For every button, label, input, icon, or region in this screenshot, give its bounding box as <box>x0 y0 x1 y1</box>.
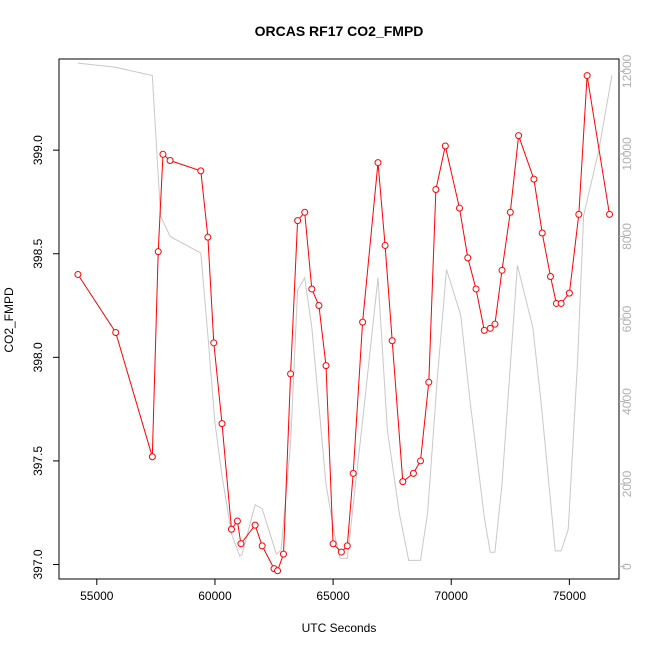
data-point <box>409 469 417 477</box>
data-point <box>480 326 488 334</box>
data-point <box>343 542 351 550</box>
data-point <box>197 167 205 175</box>
data-point <box>359 318 367 326</box>
data-point <box>515 132 523 140</box>
y2-tick-label: 2000 <box>620 470 634 497</box>
data-point <box>329 540 337 548</box>
x-axis-label: UTC Seconds <box>302 621 377 635</box>
data-point <box>159 150 167 158</box>
data-point <box>557 299 565 307</box>
x-tick-label: 55000 <box>80 589 114 603</box>
data-point <box>388 337 396 345</box>
data-point <box>417 457 425 465</box>
data-point <box>279 550 287 558</box>
data-point <box>337 548 345 556</box>
data-point <box>204 233 212 241</box>
data-point <box>233 517 241 525</box>
plot-frame <box>58 58 620 580</box>
x-tick-label: 75000 <box>553 589 587 603</box>
y2-tick-label: 0 <box>620 563 634 570</box>
data-point <box>606 210 614 218</box>
data-point <box>575 210 583 218</box>
data-point <box>498 266 506 274</box>
plot-area: 55000 60000 65000 70000 75000397.0397.5398.0… <box>31 54 634 603</box>
data-point <box>251 521 259 529</box>
y-tick-label: 397.5 <box>31 446 45 476</box>
y-tick-label: 397.0 <box>31 549 45 579</box>
data-point <box>464 254 472 262</box>
chart-title: ORCAS RF17 CO2_FMPD <box>255 23 424 39</box>
data-point <box>166 157 174 165</box>
data-point <box>486 324 494 332</box>
y2-tick-label: 10000 <box>620 137 634 171</box>
data-point <box>237 540 245 548</box>
data-point <box>441 142 449 150</box>
data-point <box>432 186 440 194</box>
y-tick-label: 398.0 <box>31 342 45 372</box>
data-point <box>583 72 591 80</box>
data-point <box>491 320 499 328</box>
data-point <box>308 285 316 293</box>
y-axis-label: CO2_FMPD <box>2 287 16 353</box>
data-point <box>472 285 480 293</box>
data-point <box>218 420 226 428</box>
data-point <box>148 453 156 461</box>
series-line-right-axis <box>77 62 613 561</box>
data-point <box>506 208 514 216</box>
data-point <box>399 478 407 486</box>
y2-tick-label: 4000 <box>620 388 634 415</box>
data-point <box>315 302 323 310</box>
data-point <box>546 273 554 281</box>
y2-tick-label: 6000 <box>620 305 634 332</box>
data-point <box>274 567 282 575</box>
data-point <box>456 204 464 212</box>
data-point <box>294 217 302 225</box>
data-point <box>210 339 218 347</box>
x-tick-label: 60000 <box>198 589 232 603</box>
data-point <box>154 248 162 256</box>
data-point <box>258 542 266 550</box>
x-tick-label: 70000 <box>435 589 469 603</box>
series-line-co2 <box>77 75 610 572</box>
y-tick-label: 399.0 <box>31 135 45 165</box>
data-point <box>112 328 120 336</box>
data-point <box>287 370 295 378</box>
x-tick-label: 65000 <box>316 589 350 603</box>
y2-tick-label: 8000 <box>620 223 634 250</box>
y-tick-label: 398.5 <box>31 238 45 268</box>
data-point <box>425 378 433 386</box>
data-point <box>227 525 235 533</box>
y2-tick-label: 12000 <box>620 54 634 88</box>
data-point <box>74 270 82 278</box>
data-point <box>322 362 330 370</box>
data-point <box>381 241 389 249</box>
data-point <box>530 175 538 183</box>
data-point <box>565 289 573 297</box>
data-point <box>538 229 546 237</box>
data-point <box>374 159 382 167</box>
data-point <box>301 208 309 216</box>
data-point <box>349 469 357 477</box>
